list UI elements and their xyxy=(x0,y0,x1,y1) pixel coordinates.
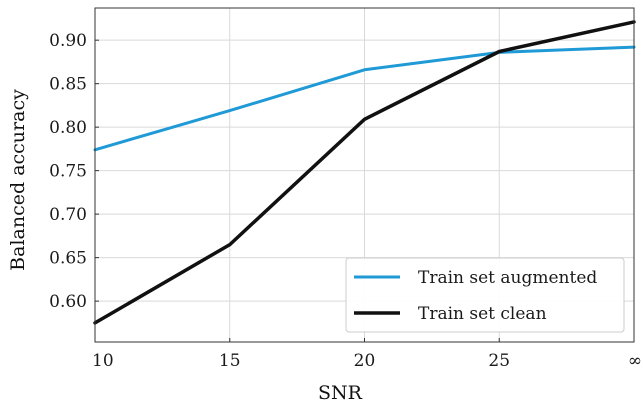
tick-labels: 10 15 20 25 ∞ 0.60 0.65 0.70 0.75 0.80 0.85 0.90 xyxy=(49,31,642,371)
y-tick-label: 0.65 xyxy=(49,249,87,269)
y-tick-label: 0.90 xyxy=(49,31,87,51)
legend-box xyxy=(345,257,625,333)
legend-entry-label: Train set augmented xyxy=(418,268,597,288)
y-tick-label: 0.75 xyxy=(49,162,87,182)
series-line-train-set-clean xyxy=(93,20,636,325)
legend-entry-label: Train set clean xyxy=(418,304,547,324)
series-line-train-set-augmented xyxy=(93,45,636,152)
x-tick-label: 15 xyxy=(219,351,241,371)
y-tick-label: 0.80 xyxy=(49,118,87,138)
x-tick-label: 25 xyxy=(488,351,510,371)
y-axis-label: Balanced accuracy xyxy=(7,89,29,271)
x-tick-label: 20 xyxy=(354,351,376,371)
series-lines xyxy=(93,20,636,325)
x-axis-label: SNR xyxy=(318,382,363,404)
y-tick-label: 0.85 xyxy=(49,75,87,95)
y-tick-label: 0.60 xyxy=(49,292,87,312)
x-tick-label: 10 xyxy=(92,351,114,371)
y-tick-label: 0.70 xyxy=(49,205,87,225)
x-tick-label: ∞ xyxy=(628,351,642,371)
legend: Train set augmented Train set clean xyxy=(345,257,625,333)
